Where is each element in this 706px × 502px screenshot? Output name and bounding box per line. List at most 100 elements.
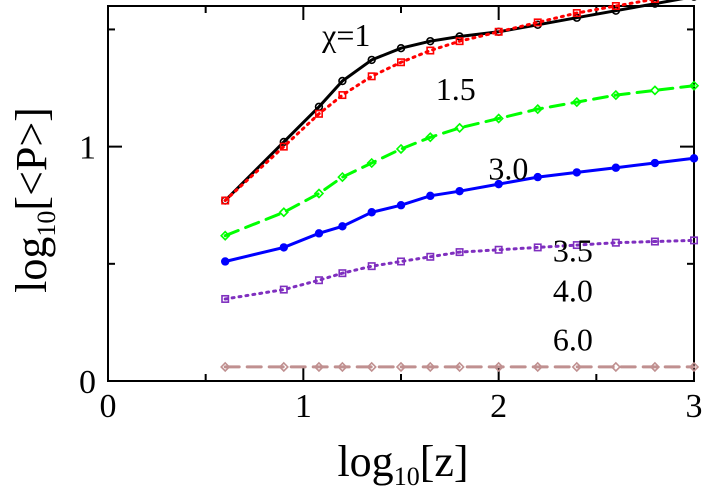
data-point	[426, 252, 435, 261]
data-point	[279, 243, 288, 252]
data-point	[650, 0, 660, 8]
data-point	[494, 245, 503, 254]
data-point	[455, 186, 464, 196]
data-point	[611, 163, 621, 172]
data-point	[220, 361, 231, 373]
series-4.0	[221, 236, 698, 303]
y-axis-title: log10[<P>]	[7, 107, 61, 293]
data-point	[688, 80, 700, 91]
curve-label: 3.5	[553, 232, 593, 268]
data-point	[533, 18, 542, 27]
x-axis-title-subscript: 10	[394, 462, 420, 491]
data-point	[279, 142, 288, 151]
data-point	[314, 229, 324, 238]
curve-label: 3.0	[488, 150, 528, 186]
data-point	[426, 36, 435, 46]
x-axis-title-suffix: [z]	[420, 437, 469, 486]
data-point	[650, 237, 659, 246]
data-point	[493, 113, 504, 124]
data-point	[396, 43, 406, 53]
data-point	[688, 361, 700, 373]
series-line	[223, 156, 696, 263]
data-point	[689, 154, 699, 163]
data-point	[338, 91, 347, 100]
data-point	[571, 96, 582, 108]
data-point	[338, 222, 347, 231]
x-tick-label: 2	[490, 388, 507, 425]
data-point	[611, 238, 620, 247]
data-point	[337, 361, 348, 373]
data-point	[572, 168, 581, 177]
data-point	[689, 236, 698, 245]
data-point	[367, 262, 376, 271]
data-point	[314, 276, 323, 285]
series-line	[223, 0, 684, 202]
data-point	[337, 171, 348, 183]
data-point	[279, 285, 288, 294]
data-point	[221, 196, 230, 205]
x-tick-label: 3	[686, 388, 703, 425]
data-point	[454, 361, 465, 373]
data-point	[314, 109, 323, 118]
data-point	[367, 72, 376, 81]
data-point	[649, 361, 661, 373]
data-point	[395, 143, 407, 155]
curve-label: 1.5	[436, 71, 476, 107]
data-point	[221, 294, 230, 303]
data-point	[278, 361, 289, 373]
curve-label: 6.0	[553, 322, 593, 358]
x-tick-label: 1	[295, 388, 312, 425]
data-point	[650, 0, 659, 3]
x-axis-title-prefix: log	[337, 437, 393, 486]
data-point	[367, 55, 376, 65]
data-point	[572, 9, 581, 18]
data-point	[610, 361, 621, 373]
data-point	[532, 361, 543, 373]
data-point	[533, 172, 542, 182]
y-axis-title-prefix: log	[7, 237, 56, 293]
y-tick-label: 0	[79, 364, 96, 401]
data-point	[532, 103, 543, 115]
data-point	[278, 207, 289, 218]
series-1.5	[221, 0, 659, 205]
series-3.5	[221, 154, 699, 266]
curve-labels: χ=1 1.5 3.0 3.5 4.0 6.0	[321, 17, 593, 358]
data-point	[396, 58, 405, 67]
data-point	[611, 1, 620, 11]
data-point	[338, 269, 347, 278]
data-point	[396, 201, 406, 210]
data-point	[455, 37, 464, 46]
x-axis-title: log10[z]	[337, 437, 468, 491]
data-point	[610, 89, 621, 101]
data-point	[395, 361, 407, 373]
data-point	[338, 76, 347, 86]
data-point	[366, 157, 377, 169]
series-layer	[220, 0, 700, 373]
data-point	[455, 248, 464, 257]
data-point	[650, 158, 660, 168]
series-line	[223, 84, 696, 238]
data-point	[366, 361, 377, 373]
data-point	[367, 208, 376, 217]
data-point	[313, 361, 325, 373]
data-point	[493, 361, 504, 373]
curve-label: 4.0	[553, 272, 593, 308]
data-point	[425, 361, 436, 373]
curve-label: χ=1	[321, 17, 370, 53]
data-point	[649, 85, 661, 96]
x-tick-label: 0	[100, 388, 117, 425]
data-point	[454, 122, 465, 134]
axis-ticks: 0 1 2 3 0 1	[79, 6, 703, 425]
series-6.0	[220, 361, 700, 373]
data-point	[313, 188, 325, 199]
y-tick-label: 1	[79, 130, 96, 167]
data-point	[494, 27, 503, 36]
data-point	[426, 46, 435, 55]
data-point	[533, 243, 542, 252]
data-point	[571, 361, 582, 373]
data-point	[572, 241, 581, 250]
data-point	[221, 257, 230, 266]
data-point	[220, 230, 231, 241]
data-point	[426, 191, 435, 201]
